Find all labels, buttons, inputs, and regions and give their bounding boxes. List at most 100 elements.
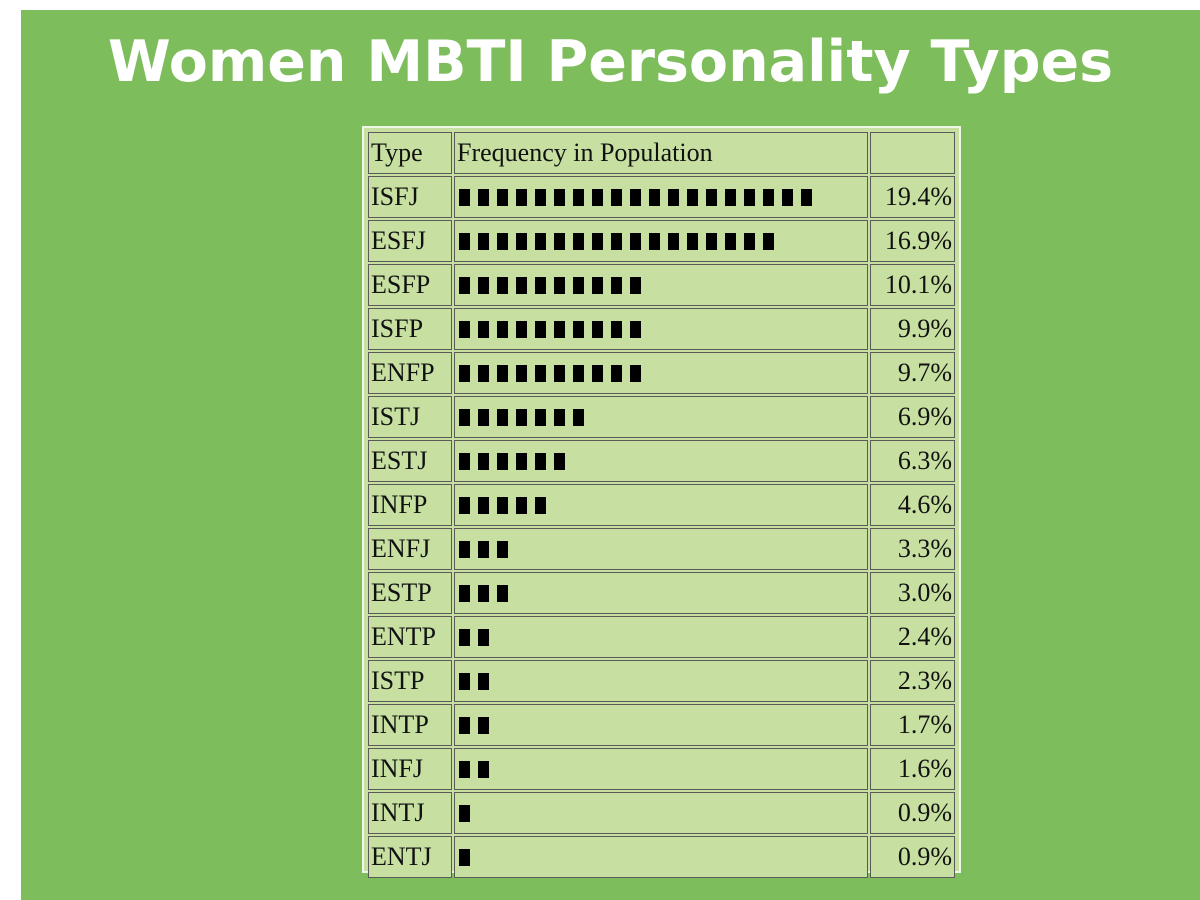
table-row: ENTP 2.4% [368, 616, 955, 658]
bar-block [630, 232, 641, 250]
frequency-bar-cell [454, 264, 868, 306]
bar-block [497, 364, 508, 382]
bar-block [516, 188, 527, 206]
type-label: ENFP [368, 352, 452, 394]
bar-block [478, 364, 489, 382]
slide-background: Women MBTI Personality Types Type Freque… [21, 10, 1200, 900]
bar-block [554, 452, 565, 470]
bar-block [649, 188, 660, 206]
bar-block [592, 232, 603, 250]
bar-block [459, 188, 470, 206]
bar-block [497, 496, 508, 514]
header-row: Type Frequency in Population [368, 132, 955, 174]
bar-block [459, 672, 470, 690]
percent-label: 3.3% [870, 528, 955, 570]
bar-block [516, 320, 527, 338]
type-label: INTP [368, 704, 452, 746]
table-row: ESTJ 6.3% [368, 440, 955, 482]
frequency-bar-cell [454, 572, 868, 614]
bar-block [763, 232, 774, 250]
bar-block [611, 320, 622, 338]
bar-block [630, 364, 641, 382]
bar-block [744, 188, 755, 206]
table-row: ESTP 3.0% [368, 572, 955, 614]
bar-block [516, 408, 527, 426]
bar-block [516, 452, 527, 470]
percent-label: 2.4% [870, 616, 955, 658]
bar-block [459, 716, 470, 734]
percent-label: 0.9% [870, 792, 955, 834]
bar-block [478, 496, 489, 514]
bar-block [630, 320, 641, 338]
bar-block [554, 276, 565, 294]
type-label: ISTP [368, 660, 452, 702]
bar-block [478, 232, 489, 250]
type-label: ENFJ [368, 528, 452, 570]
bar-block [744, 232, 755, 250]
bar-block [592, 364, 603, 382]
table-row: ENTJ 0.9% [368, 836, 955, 878]
bar-block [535, 408, 546, 426]
bar-block [592, 188, 603, 206]
bar-block [459, 320, 470, 338]
table-row: INTP 1.7% [368, 704, 955, 746]
type-label: INFJ [368, 748, 452, 790]
frequency-bar [457, 353, 865, 393]
bar-block [478, 320, 489, 338]
percent-label: 4.6% [870, 484, 955, 526]
table-row: INFJ 1.6% [368, 748, 955, 790]
bar-block [478, 452, 489, 470]
chart-title: Women MBTI Personality Types [107, 29, 1114, 95]
bar-block [459, 452, 470, 470]
bar-block [535, 364, 546, 382]
percent-label: 16.9% [870, 220, 955, 262]
frequency-bar-cell [454, 396, 868, 438]
bar-block [554, 320, 565, 338]
frequency-bar-cell [454, 660, 868, 702]
bar-block [459, 628, 470, 646]
bar-block [459, 276, 470, 294]
type-label: ESTJ [368, 440, 452, 482]
bar-block [668, 188, 679, 206]
bar-block [459, 408, 470, 426]
bar-block [725, 188, 736, 206]
frequency-bar [457, 837, 865, 877]
percent-label: 2.3% [870, 660, 955, 702]
bar-block [459, 760, 470, 778]
bar-block [554, 232, 565, 250]
bar-block [478, 584, 489, 602]
percent-label: 9.7% [870, 352, 955, 394]
type-label: ESTP [368, 572, 452, 614]
percent-label: 1.6% [870, 748, 955, 790]
percent-label: 10.1% [870, 264, 955, 306]
bar-block [706, 232, 717, 250]
type-label: ESFP [368, 264, 452, 306]
frequency-bar-cell [454, 616, 868, 658]
bar-block [611, 232, 622, 250]
bar-block [459, 496, 470, 514]
type-label: ENTJ [368, 836, 452, 878]
bar-block [497, 232, 508, 250]
type-label: ISTJ [368, 396, 452, 438]
frequency-bar [457, 177, 865, 217]
bar-block [459, 364, 470, 382]
table-row: ISFP 9.9% [368, 308, 955, 350]
frequency-bar-cell [454, 308, 868, 350]
bar-block [516, 232, 527, 250]
bar-block [535, 276, 546, 294]
frequency-bar [457, 573, 865, 613]
bar-block [497, 408, 508, 426]
frequency-bar [457, 309, 865, 349]
frequency-bar-cell [454, 352, 868, 394]
table-row: INFP 4.6% [368, 484, 955, 526]
bar-block [611, 276, 622, 294]
frequency-table: Type Frequency in Population ISFJ 19.4% ES… [366, 130, 957, 880]
table-row: ISFJ 19.4% [368, 176, 955, 218]
bar-block [592, 320, 603, 338]
frequency-bar [457, 265, 865, 305]
frequency-bar-cell [454, 528, 868, 570]
frequency-bar-cell [454, 792, 868, 834]
table-row: ESFJ 16.9% [368, 220, 955, 262]
bar-block [801, 188, 812, 206]
percent-label: 6.9% [870, 396, 955, 438]
